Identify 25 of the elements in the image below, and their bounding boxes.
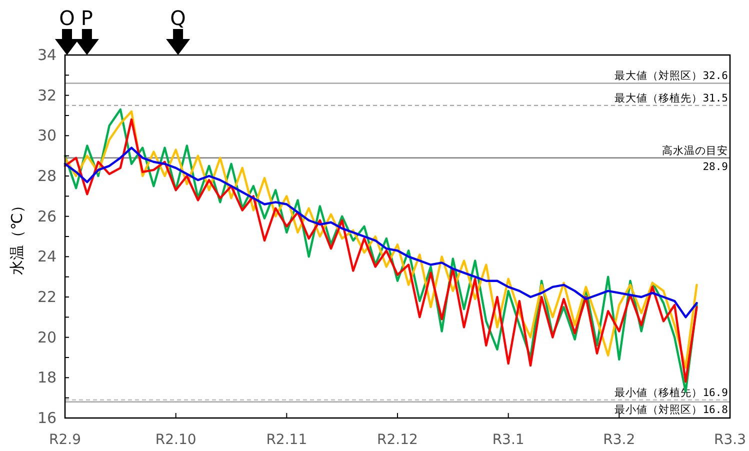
y-tick-label: 20 — [37, 328, 57, 346]
y-tick-label: 32 — [37, 86, 57, 104]
y-tick-label: 24 — [37, 248, 57, 266]
text: O — [59, 6, 75, 30]
y-tick-label: 34 — [37, 46, 57, 64]
y-tick-label: 22 — [37, 288, 57, 306]
ref-line-label: 最大値（対照区）32.6 — [614, 69, 728, 82]
x-tick-label: R2.10 — [155, 432, 196, 448]
y-axis-title: 水温（℃） — [8, 198, 26, 275]
x-tick-label: R2.12 — [377, 432, 418, 448]
ref-line-label: 最小値（対照区）16.8 — [614, 402, 728, 416]
y-tick-label: 26 — [37, 207, 57, 226]
y-tick-label: 16 — [37, 409, 57, 427]
x-tick-label: R2.9 — [49, 432, 81, 448]
x-tick-label: R3.2 — [603, 432, 636, 448]
x-tick-label: R2.11 — [266, 432, 308, 448]
ref-line-label: 最大値（移植先）31.5 — [614, 91, 728, 104]
y-tick-label: 28 — [37, 167, 57, 185]
text: P — [80, 6, 93, 30]
text: Q — [170, 6, 186, 30]
y-tick-label: 30 — [37, 126, 57, 145]
x-tick-label: R3.1 — [492, 432, 524, 448]
y-tick-label: 18 — [37, 368, 57, 387]
ref-line-label: 高水温の目安 28.9 — [662, 144, 728, 173]
x-tick-label: R3.3 — [714, 432, 746, 448]
